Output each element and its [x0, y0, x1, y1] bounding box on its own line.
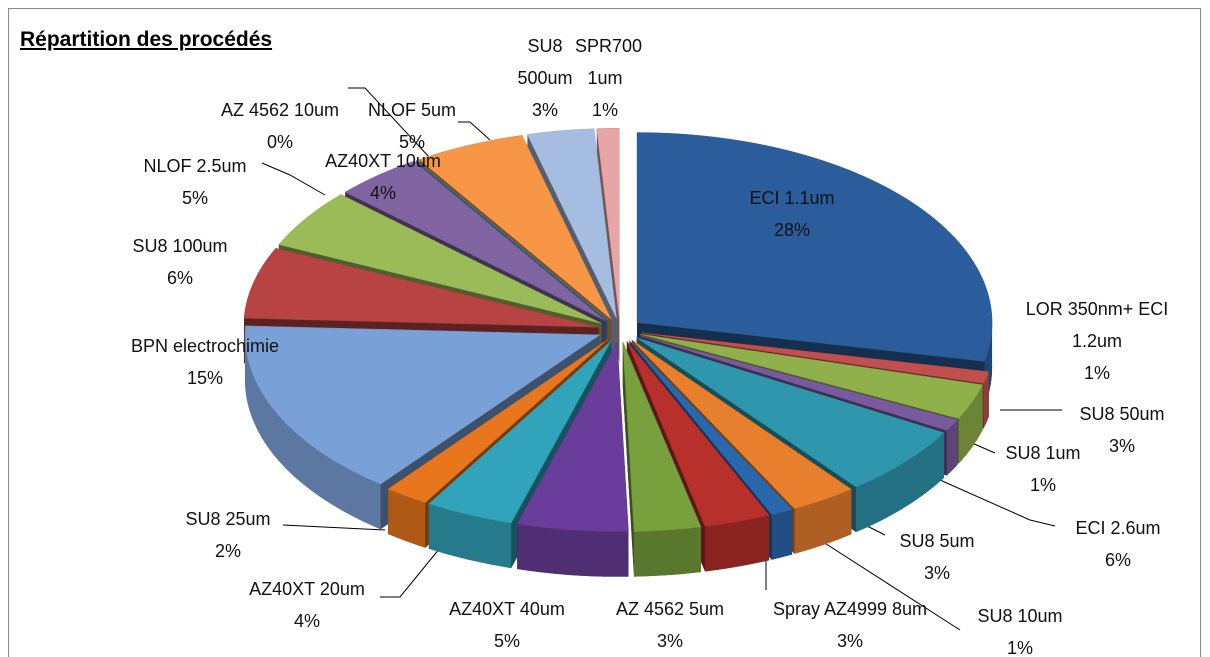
category-label: SU8 25um — [185, 509, 271, 529]
slice — [631, 339, 852, 510]
category-label: SPR700 1um — [575, 36, 643, 88]
slice — [418, 135, 612, 320]
slice — [428, 340, 612, 524]
value-label: 2% — [214, 541, 241, 561]
category-label: BPN electrochimie — [130, 336, 280, 356]
value-label: 3% — [1108, 436, 1135, 456]
data-label: BPN electrochimie 15% — [105, 330, 305, 394]
data-label: SU8 1um 1% — [988, 437, 1098, 501]
slice-rim — [958, 384, 983, 464]
category-label: SU8 5um — [899, 531, 975, 551]
slice — [641, 332, 990, 384]
slice — [344, 160, 607, 322]
slice-rim — [428, 503, 512, 569]
value-label: 3% — [531, 100, 558, 120]
category-label: AZ40XT 10um — [325, 151, 441, 171]
category-label: SU8 10um — [977, 606, 1063, 626]
value-label: 1% — [591, 100, 618, 120]
category-label: SU8 1um — [1005, 443, 1081, 463]
chart-title: Répartition des procédés — [20, 28, 273, 51]
category-label: AZ40XT 20um — [249, 579, 365, 599]
value-label: 5% — [398, 132, 425, 152]
data-label: SU8 100um 6% — [115, 230, 245, 294]
value-label: 3% — [656, 631, 683, 651]
category-label: SU8 50um — [1079, 404, 1165, 424]
data-label: SPR700 1um 1% — [575, 30, 643, 126]
value-label: 5% — [181, 188, 208, 208]
slice-rim — [794, 489, 852, 554]
value-label: 3% — [836, 631, 863, 651]
data-label: AZ 4562 10um 0% — [200, 94, 360, 158]
slice-wall — [622, 341, 635, 577]
data-label: LOR 350nm+ ECI 1.2um 1% — [1005, 293, 1190, 389]
value-label: 1% — [1083, 363, 1110, 383]
value-label: 4% — [293, 611, 320, 631]
slice — [626, 341, 770, 527]
slice — [640, 333, 984, 419]
slice-rim — [946, 419, 958, 476]
value-label: 6% — [166, 268, 193, 288]
data-label: ECI 1.1um 28% — [722, 182, 862, 246]
slice-rim — [771, 509, 793, 560]
data-label: SU8 5um 3% — [882, 525, 992, 589]
value-label: 4% — [369, 183, 396, 203]
data-label: AZ40XT 10um 4% — [308, 145, 458, 209]
value-label: 0% — [266, 132, 293, 152]
value-label: 5% — [493, 631, 520, 651]
data-label: SU8 50um 3% — [1057, 398, 1187, 462]
value-label: 28% — [773, 220, 811, 240]
slice — [516, 340, 629, 532]
value-label: 1% — [1029, 475, 1056, 495]
category-label: LOR 350nm+ ECI 1.2um — [1025, 299, 1169, 351]
value-label: 1% — [1006, 638, 1033, 657]
data-label: SU8 10um 1% — [960, 600, 1080, 657]
slice — [639, 335, 958, 431]
category-label: ECI 1.1um — [749, 188, 835, 208]
data-label: ECI 2.6um 6% — [1053, 512, 1183, 576]
data-label: SU8 25um 2% — [163, 503, 293, 567]
category-label: NLOF 2.5um — [143, 156, 247, 176]
data-label: AZ40XT 20um 4% — [227, 573, 387, 637]
category-label: ECI 2.6um — [1075, 518, 1161, 538]
category-label: NLOF 5um — [367, 100, 457, 120]
slice-rim — [856, 432, 945, 533]
value-label: 15% — [186, 368, 224, 388]
slice — [636, 132, 993, 362]
category-label: AZ 4562 10um — [220, 100, 340, 120]
slice — [622, 341, 702, 532]
value-label: 3% — [923, 563, 950, 583]
data-label: AZ40XT 40um 5% — [427, 593, 587, 657]
category-label: AZ 4562 5um — [615, 599, 725, 619]
data-label: NLOF 2.5um 5% — [125, 150, 265, 214]
slice — [629, 340, 793, 515]
data-label: NLOF 5um 5% — [352, 94, 472, 158]
slice — [526, 128, 617, 319]
category-label: SU8 100um — [132, 236, 228, 256]
slice-rim — [244, 334, 381, 530]
data-label: AZ 4562 5um 3% — [595, 593, 745, 657]
slice-rim — [634, 527, 701, 577]
slice-rim — [983, 371, 989, 429]
slice — [244, 325, 601, 485]
slice — [636, 337, 945, 488]
slice-rim — [388, 489, 426, 548]
category-label: AZ40XT 40um — [449, 599, 565, 619]
slice-rim — [705, 515, 770, 572]
category-label: Spray AZ4999 8um — [772, 599, 928, 619]
value-label: 6% — [1104, 550, 1131, 570]
slice — [243, 248, 599, 328]
slice — [387, 339, 608, 503]
slice — [596, 127, 620, 319]
category-label: SU8 500um — [517, 36, 573, 88]
slice — [278, 194, 602, 324]
slice-rim — [517, 523, 629, 577]
data-label: SU8 500um 3% — [515, 30, 575, 126]
data-label: Spray AZ4999 8um 3% — [765, 593, 935, 657]
